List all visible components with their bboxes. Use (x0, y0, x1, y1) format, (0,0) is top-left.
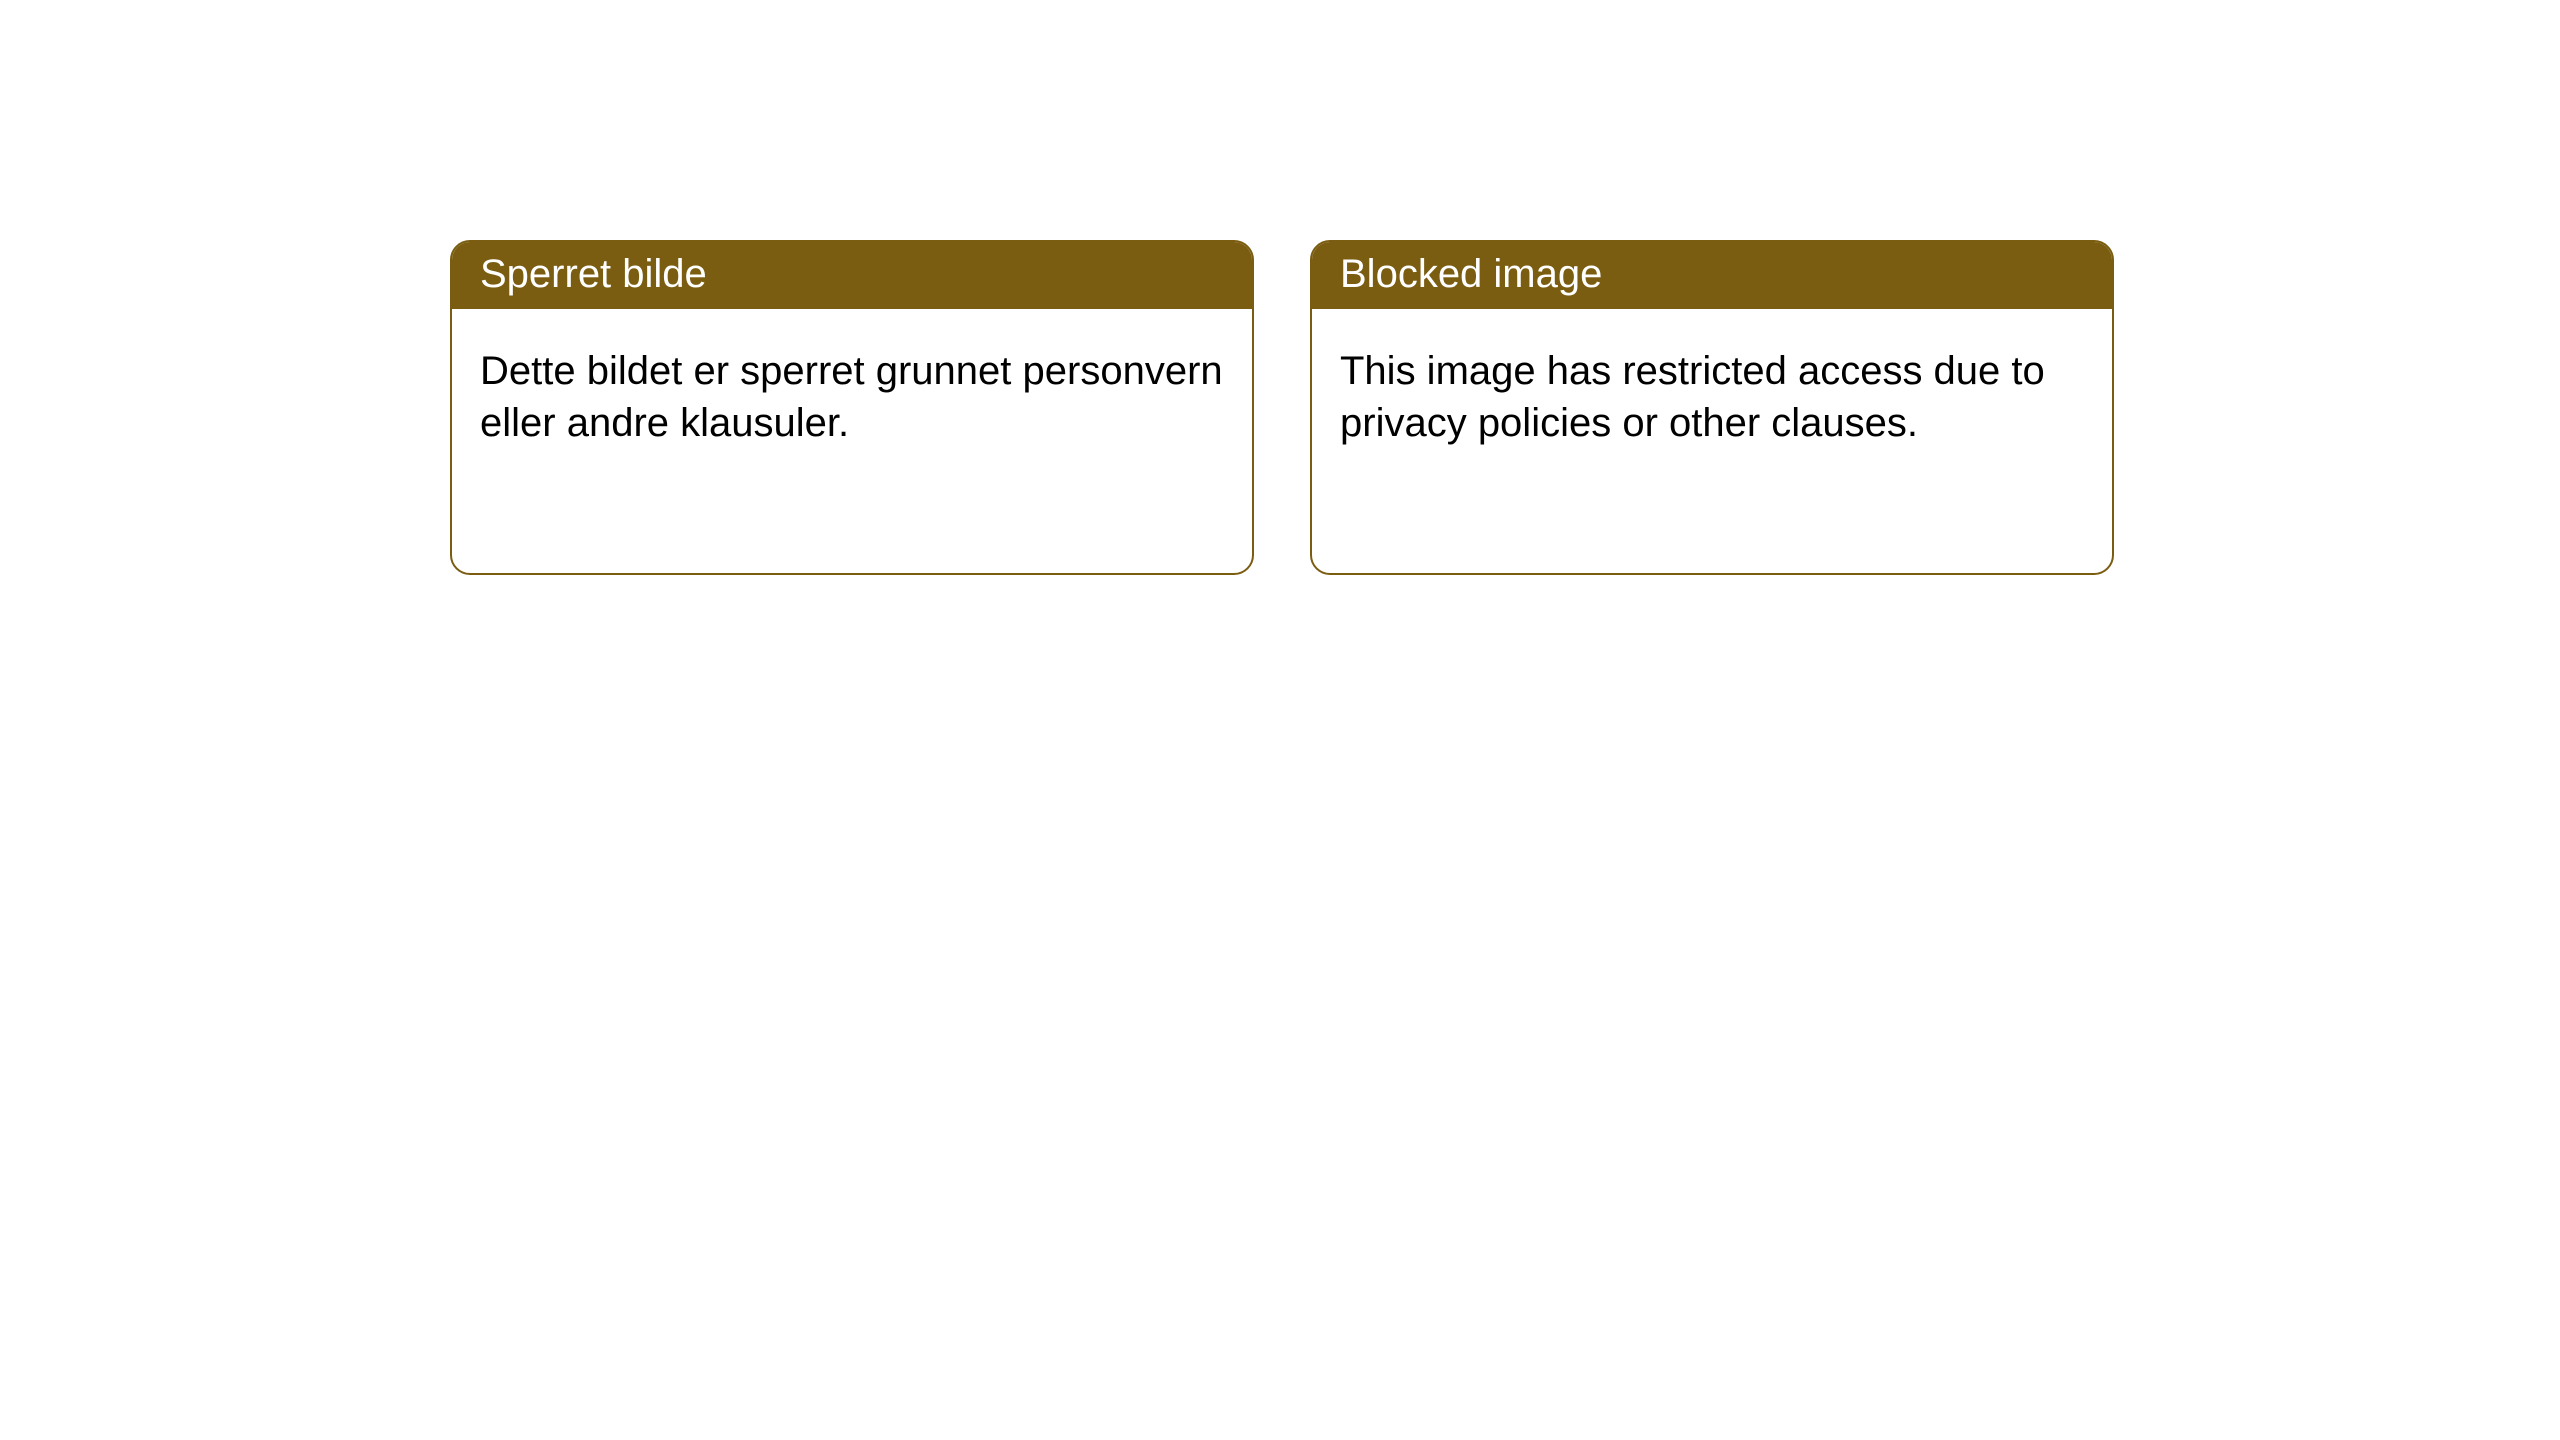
blocked-image-card-no: Sperret bilde Dette bildet er sperret gr… (450, 240, 1254, 575)
card-body-no: Dette bildet er sperret grunnet personve… (452, 309, 1252, 485)
card-title-en: Blocked image (1312, 242, 2112, 309)
blocked-image-card-en: Blocked image This image has restricted … (1310, 240, 2114, 575)
cards-container: Sperret bilde Dette bildet er sperret gr… (0, 0, 2560, 575)
card-title-no: Sperret bilde (452, 242, 1252, 309)
card-body-en: This image has restricted access due to … (1312, 309, 2112, 485)
